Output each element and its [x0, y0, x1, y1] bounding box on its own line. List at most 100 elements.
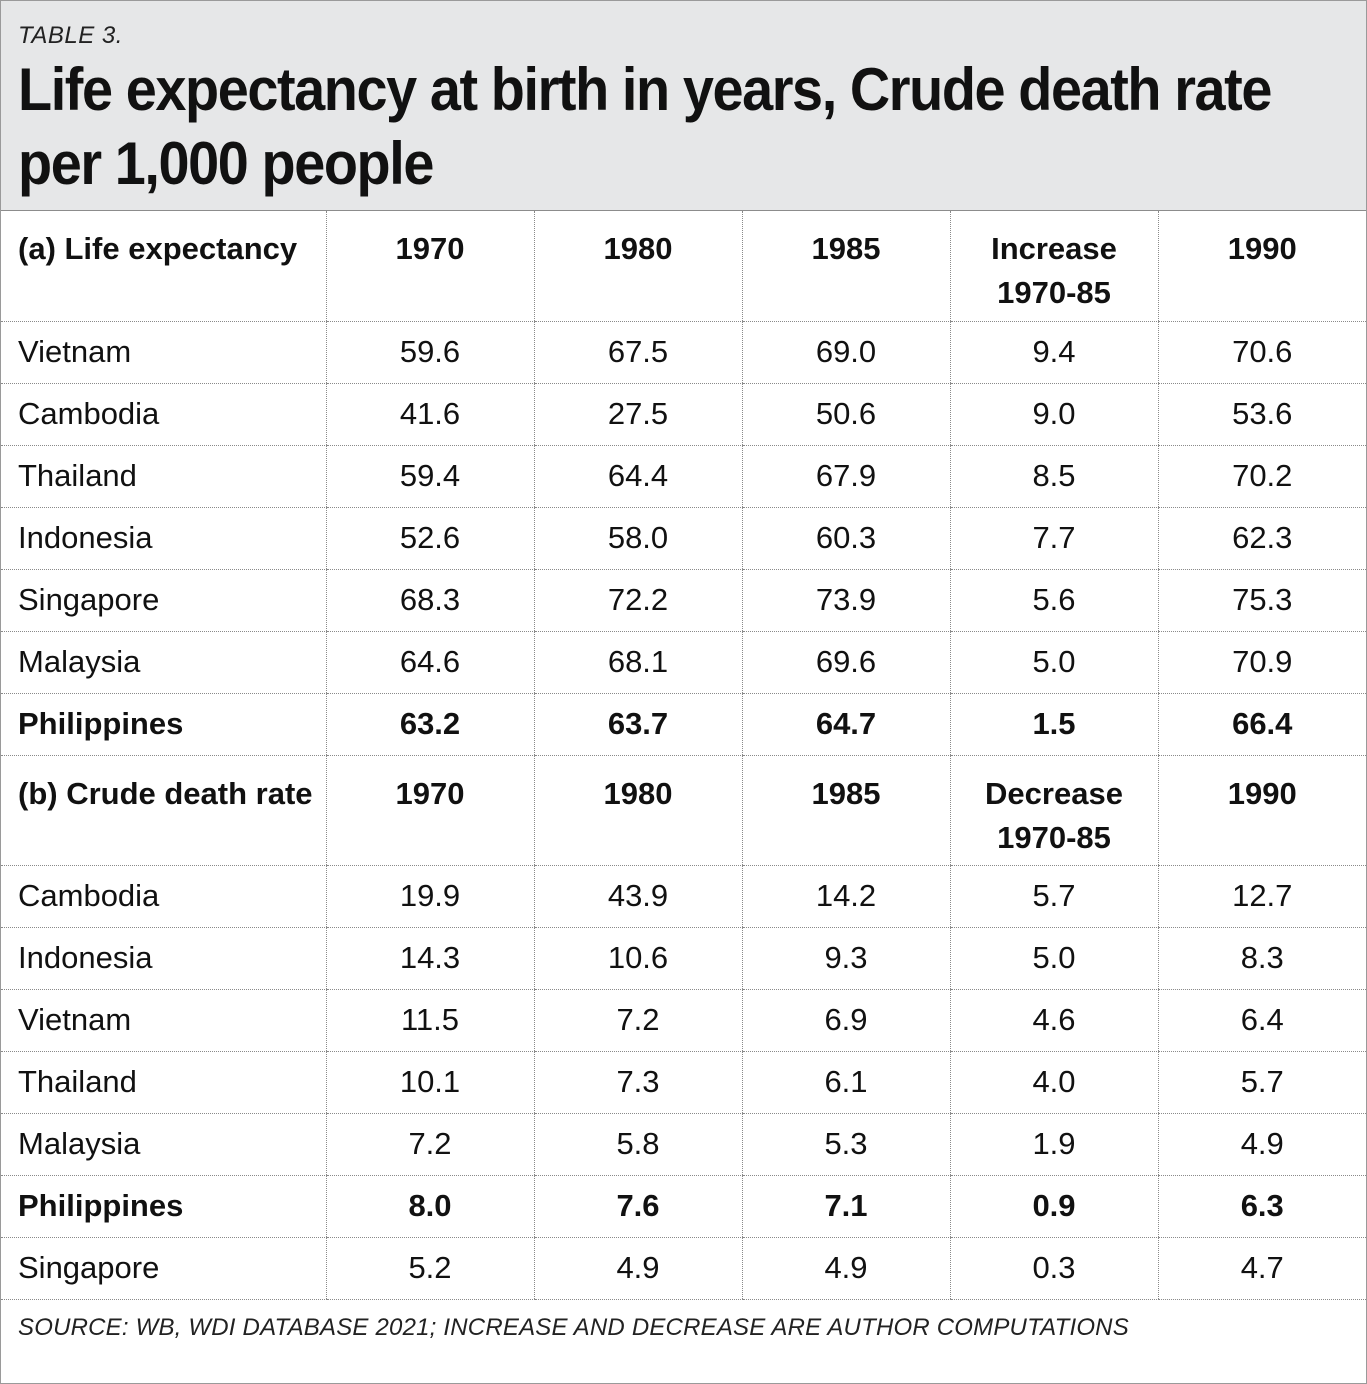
- value-cell: 5.2: [325, 1237, 534, 1300]
- value-cell: 4.9: [741, 1237, 950, 1300]
- value-cell: 67.9: [741, 445, 950, 508]
- table-row: Cambodia 41.6 27.5 50.6 9.0 53.6: [1, 383, 1366, 446]
- value-cell: 5.0: [949, 631, 1158, 694]
- header-cell: 1970: [325, 211, 534, 322]
- value-cell: 4.7: [1157, 1237, 1366, 1300]
- value-cell: 6.1: [741, 1051, 950, 1114]
- value-cell: 8.0: [325, 1175, 534, 1238]
- table-row: Thailand 10.1 7.3 6.1 4.0 5.7: [1, 1051, 1366, 1114]
- value-cell: 5.3: [741, 1113, 950, 1176]
- value-cell: 5.6: [949, 569, 1158, 632]
- value-cell: 1.9: [949, 1113, 1158, 1176]
- header-cell: 1985: [741, 755, 950, 866]
- country-cell: Thailand: [1, 1051, 326, 1114]
- header-cell: 1990: [1157, 755, 1366, 866]
- value-cell: 50.6: [741, 383, 950, 446]
- country-cell: Philippines: [1, 1175, 326, 1238]
- value-cell: 14.3: [325, 927, 534, 990]
- value-cell: 72.2: [533, 569, 742, 632]
- table-row: Malaysia 7.2 5.8 5.3 1.9 4.9: [1, 1113, 1366, 1176]
- value-cell: 12.7: [1157, 865, 1366, 928]
- country-cell: Vietnam: [1, 989, 326, 1052]
- section-a-header-row: (a) Life expectancy 1970 1980 1985 Incre…: [1, 211, 1366, 322]
- value-cell: 68.1: [533, 631, 742, 694]
- value-cell: 4.0: [949, 1051, 1158, 1114]
- value-cell: 4.9: [533, 1237, 742, 1300]
- value-cell: 43.9: [533, 865, 742, 928]
- value-cell: 53.6: [1157, 383, 1366, 446]
- value-cell: 64.4: [533, 445, 742, 508]
- value-cell: 7.7: [949, 507, 1158, 570]
- value-cell: 52.6: [325, 507, 534, 570]
- value-cell: 19.9: [325, 865, 534, 928]
- table-row: Thailand 59.4 64.4 67.9 8.5 70.2: [1, 445, 1366, 508]
- header-cell: 1980: [533, 755, 742, 866]
- country-cell: Singapore: [1, 1237, 326, 1300]
- table-row: Philippines 8.0 7.6 7.1 0.9 6.3: [1, 1175, 1366, 1238]
- country-cell: Vietnam: [1, 321, 326, 384]
- table-row: Cambodia 19.9 43.9 14.2 5.7 12.7: [1, 865, 1366, 928]
- value-cell: 8.3: [1157, 927, 1366, 990]
- header-cell: 1980: [533, 211, 742, 322]
- value-cell: 27.5: [533, 383, 742, 446]
- value-cell: 9.3: [741, 927, 950, 990]
- country-cell: Indonesia: [1, 507, 326, 570]
- country-cell: Singapore: [1, 569, 326, 632]
- value-cell: 63.7: [533, 693, 742, 756]
- value-cell: 63.2: [325, 693, 534, 756]
- table-row: Singapore 5.2 4.9 4.9 0.3 4.7: [1, 1237, 1366, 1300]
- table-label: TABLE 3.: [18, 22, 123, 49]
- country-cell: Thailand: [1, 445, 326, 508]
- country-cell: Malaysia: [1, 1113, 326, 1176]
- header-cell: 1985: [741, 211, 950, 322]
- value-cell: 68.3: [325, 569, 534, 632]
- value-cell: 9.4: [949, 321, 1158, 384]
- country-cell: Cambodia: [1, 383, 326, 446]
- country-cell: Philippines: [1, 693, 326, 756]
- section-b-header-row: (b) Crude death rate 1970 1980 1985 Decr…: [1, 755, 1366, 866]
- value-cell: 7.3: [533, 1051, 742, 1114]
- header-cell: Decrease 1970-85: [949, 755, 1158, 866]
- value-cell: 9.0: [949, 383, 1158, 446]
- value-cell: 60.3: [741, 507, 950, 570]
- value-cell: 10.1: [325, 1051, 534, 1114]
- header-cell: 1990: [1157, 211, 1366, 322]
- table-row: Indonesia 52.6 58.0 60.3 7.7 62.3: [1, 507, 1366, 570]
- table-row: Singapore 68.3 72.2 73.9 5.6 75.3: [1, 569, 1366, 632]
- value-cell: 5.8: [533, 1113, 742, 1176]
- value-cell: 5.0: [949, 927, 1158, 990]
- header-cell: (b) Crude death rate: [1, 755, 326, 866]
- table-row: Malaysia 64.6 68.1 69.6 5.0 70.9: [1, 631, 1366, 694]
- value-cell: 0.9: [949, 1175, 1158, 1238]
- value-cell: 7.1: [741, 1175, 950, 1238]
- header-cell: 1970: [325, 755, 534, 866]
- value-cell: 69.0: [741, 321, 950, 384]
- table-row: Vietnam 11.5 7.2 6.9 4.6 6.4: [1, 989, 1366, 1052]
- header-cell: Increase 1970-85: [949, 211, 1158, 322]
- section-a-body: (a) Life expectancy 1970 1980 1985 Incre…: [1, 211, 1366, 756]
- value-cell: 59.6: [325, 321, 534, 384]
- value-cell: 0.3: [949, 1237, 1158, 1300]
- table-row: Vietnam 59.6 67.5 69.0 9.4 70.6: [1, 321, 1366, 384]
- value-cell: 70.9: [1157, 631, 1366, 694]
- value-cell: 8.5: [949, 445, 1158, 508]
- table-row: Philippines 63.2 63.7 64.7 1.5 66.4: [1, 693, 1366, 756]
- table-row: Indonesia 14.3 10.6 9.3 5.0 8.3: [1, 927, 1366, 990]
- value-cell: 10.6: [533, 927, 742, 990]
- country-cell: Malaysia: [1, 631, 326, 694]
- value-cell: 58.0: [533, 507, 742, 570]
- source-note: SOURCE: WB, WDI DATABASE 2021; INCREASE …: [18, 1313, 1129, 1341]
- value-cell: 41.6: [325, 383, 534, 446]
- value-cell: 62.3: [1157, 507, 1366, 570]
- value-cell: 7.2: [325, 1113, 534, 1176]
- value-cell: 5.7: [1157, 1051, 1366, 1114]
- value-cell: 14.2: [741, 865, 950, 928]
- value-cell: 1.5: [949, 693, 1158, 756]
- value-cell: 69.6: [741, 631, 950, 694]
- value-cell: 4.9: [1157, 1113, 1366, 1176]
- value-cell: 64.7: [741, 693, 950, 756]
- header-cell: (a) Life expectancy: [1, 211, 326, 322]
- value-cell: 67.5: [533, 321, 742, 384]
- value-cell: 73.9: [741, 569, 950, 632]
